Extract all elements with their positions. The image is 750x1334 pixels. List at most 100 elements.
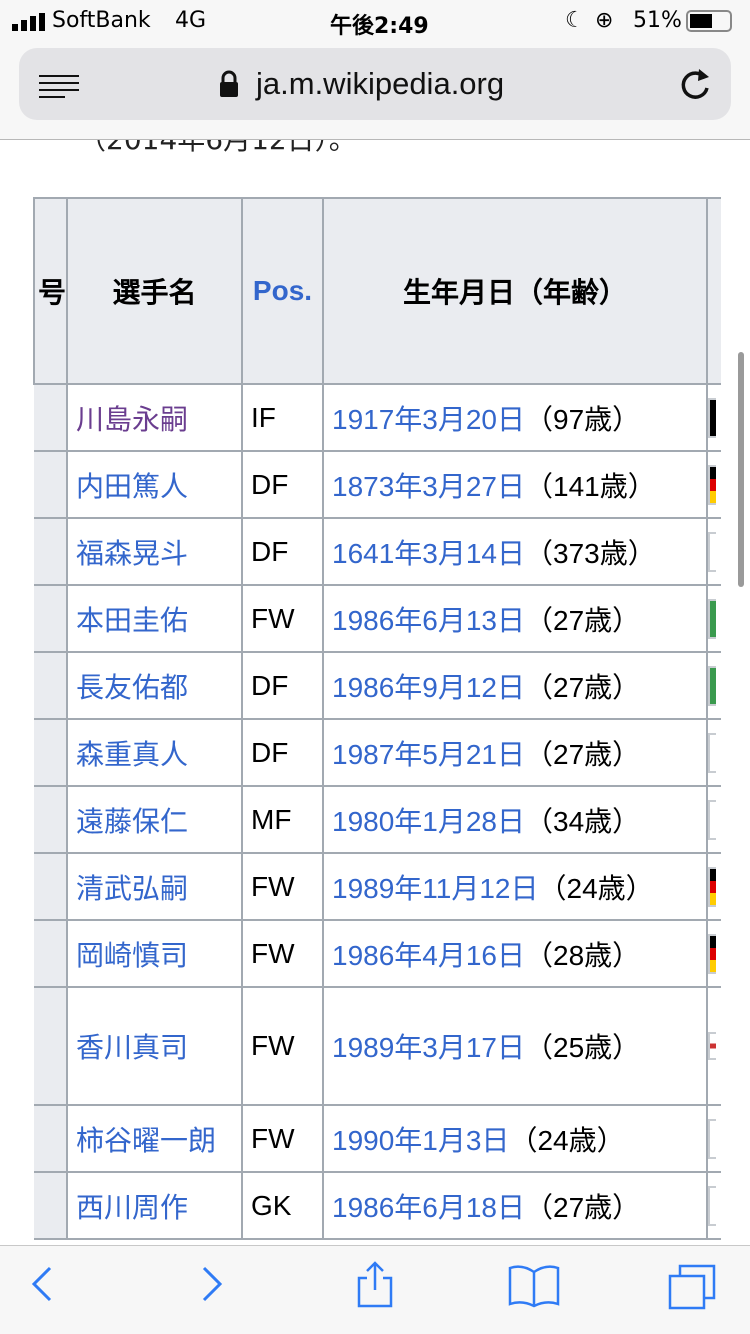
- rotation-lock-icon: ⊕: [595, 8, 614, 33]
- header-name: 選手名: [66, 197, 243, 385]
- flag-icon: [708, 1185, 716, 1226]
- table-row: 森重真人 DF 1987年5月21日（27歳）: [34, 718, 721, 787]
- number-cell: [34, 450, 68, 519]
- flag-icon: [708, 866, 716, 907]
- flag-icon: [708, 665, 716, 706]
- table-row: 西川周作 GK 1986年6月18日（27歳）: [34, 1171, 721, 1240]
- number-cell: [34, 584, 68, 653]
- age-text: （24歳）: [509, 1124, 625, 1156]
- player-name-link[interactable]: 長友佑都: [76, 671, 189, 703]
- dob-link[interactable]: 1987年5月21日: [332, 738, 526, 770]
- position-cell: FW: [241, 986, 324, 1106]
- number-cell: [34, 383, 68, 452]
- moon-icon: ☾: [565, 8, 585, 33]
- dob-link[interactable]: 1989年3月17日: [332, 1032, 526, 1063]
- browser-bar: ja.m.wikipedia.org: [0, 40, 750, 140]
- age-text: （27歳）: [525, 671, 641, 703]
- position-cell: DF: [241, 651, 324, 720]
- age-text: （25歳）: [525, 1032, 641, 1063]
- bottom-toolbar: [0, 1245, 750, 1334]
- players-table: 号 選手名 Pos. 生年月日（年齢） 川島永嗣 IF 1917年3月20日（9…: [33, 197, 721, 1240]
- age-text: （373歳）: [525, 537, 656, 569]
- flag-icon: [708, 933, 716, 974]
- player-name-link[interactable]: 清武弘嗣: [76, 872, 189, 904]
- table-row: 内田篤人 DF 1873年3月27日（141歳）: [34, 450, 721, 519]
- table-row: 香川真司 FW 1989年3月17日（25歳）: [34, 986, 721, 1106]
- player-name-link[interactable]: 香川真司: [76, 1032, 189, 1063]
- player-name-link[interactable]: 柿谷曜一朗: [76, 1124, 217, 1156]
- tabs-icon[interactable]: [668, 1264, 718, 1314]
- number-cell: [34, 1171, 68, 1240]
- dob-link[interactable]: 1641年3月14日: [332, 537, 526, 569]
- position-cell: FW: [241, 584, 324, 653]
- player-name-link[interactable]: 森重真人: [76, 738, 189, 770]
- lock-icon: [219, 70, 239, 102]
- position-cell: FW: [241, 852, 324, 921]
- dob-link[interactable]: 1986年6月18日: [332, 1191, 526, 1223]
- age-text: （27歳）: [525, 1191, 641, 1223]
- number-cell: [34, 986, 68, 1106]
- dob-link[interactable]: 1980年1月28日: [332, 805, 526, 837]
- player-name-link[interactable]: 本田圭佑: [76, 604, 189, 636]
- table-row: 遠藤保仁 MF 1980年1月28日（34歳）: [34, 785, 721, 854]
- position-cell: DF: [241, 517, 324, 586]
- reader-menu-icon[interactable]: [39, 74, 79, 102]
- player-name-link[interactable]: 福森晃斗: [76, 537, 189, 569]
- header-number: 号: [33, 197, 68, 385]
- forward-icon[interactable]: [200, 1264, 224, 1308]
- flag-icon: [708, 1118, 716, 1159]
- battery-percent: 51%: [633, 8, 682, 33]
- age-text: （24歳）: [538, 872, 654, 904]
- header-position-link[interactable]: Pos.: [241, 197, 324, 385]
- player-name-link[interactable]: 川島永嗣: [76, 403, 189, 435]
- flag-icon: [708, 464, 716, 505]
- reload-icon[interactable]: [679, 66, 713, 106]
- position-cell: DF: [241, 450, 324, 519]
- player-name-link[interactable]: 岡崎慎司: [76, 939, 189, 971]
- dob-link[interactable]: 1989年11月12日: [332, 872, 539, 904]
- share-icon[interactable]: [355, 1260, 395, 1312]
- dob-link[interactable]: 1986年9月12日: [332, 671, 526, 703]
- url-text: ja.m.wikipedia.org: [256, 66, 505, 101]
- number-cell: [34, 1104, 68, 1173]
- flag-icon: [708, 531, 716, 572]
- age-text: （97歳）: [525, 403, 641, 435]
- bookmarks-icon[interactable]: [508, 1264, 560, 1312]
- network: 4G: [175, 8, 207, 33]
- position-cell: FW: [241, 1104, 324, 1173]
- dob-link[interactable]: 1917年3月20日: [332, 403, 526, 435]
- table-row: 岡崎慎司 FW 1986年4月16日（28歳）: [34, 919, 721, 988]
- dob-link[interactable]: 1986年6月13日: [332, 604, 526, 636]
- age-text: （34歳）: [525, 805, 641, 837]
- number-cell: [34, 718, 68, 787]
- dob-link[interactable]: 1990年1月3日: [332, 1124, 510, 1156]
- table-row: 長友佑都 DF 1986年9月12日（27歳）: [34, 651, 721, 720]
- flag-icon: [708, 598, 716, 639]
- back-icon[interactable]: [30, 1264, 54, 1308]
- flag-icon: [708, 732, 716, 773]
- age-text: （27歳）: [525, 738, 641, 770]
- player-name-link[interactable]: 内田篤人: [76, 470, 189, 502]
- table-row: 福森晃斗 DF 1641年3月14日（373歳）: [34, 517, 721, 586]
- position-cell: DF: [241, 718, 324, 787]
- number-cell: [34, 517, 68, 586]
- number-cell: [34, 785, 68, 854]
- url-field[interactable]: ja.m.wikipedia.org: [19, 48, 731, 120]
- carrier: SoftBank: [52, 8, 151, 33]
- table-row: 柿谷曜一朗 FW 1990年1月3日（24歳）: [34, 1104, 721, 1173]
- number-cell: [34, 651, 68, 720]
- table-row: 清武弘嗣 FW 1989年11月12日（24歳）: [34, 852, 721, 921]
- scrollbar[interactable]: [738, 352, 744, 587]
- number-cell: [34, 852, 68, 921]
- flag-icon: [708, 397, 716, 438]
- clock: 午後2:49: [330, 14, 429, 39]
- table-row: 本田圭佑 FW 1986年6月13日（27歳）: [34, 584, 721, 653]
- player-name-link[interactable]: 西川周作: [76, 1191, 189, 1223]
- dob-link[interactable]: 1873年3月27日: [332, 470, 526, 502]
- dob-link[interactable]: 1986年4月16日: [332, 939, 526, 971]
- header-club: [706, 197, 721, 385]
- position-cell: IF: [241, 383, 324, 452]
- player-name-link[interactable]: 遠藤保仁: [76, 805, 189, 837]
- position-cell: FW: [241, 919, 324, 988]
- age-text: （28歳）: [525, 939, 641, 971]
